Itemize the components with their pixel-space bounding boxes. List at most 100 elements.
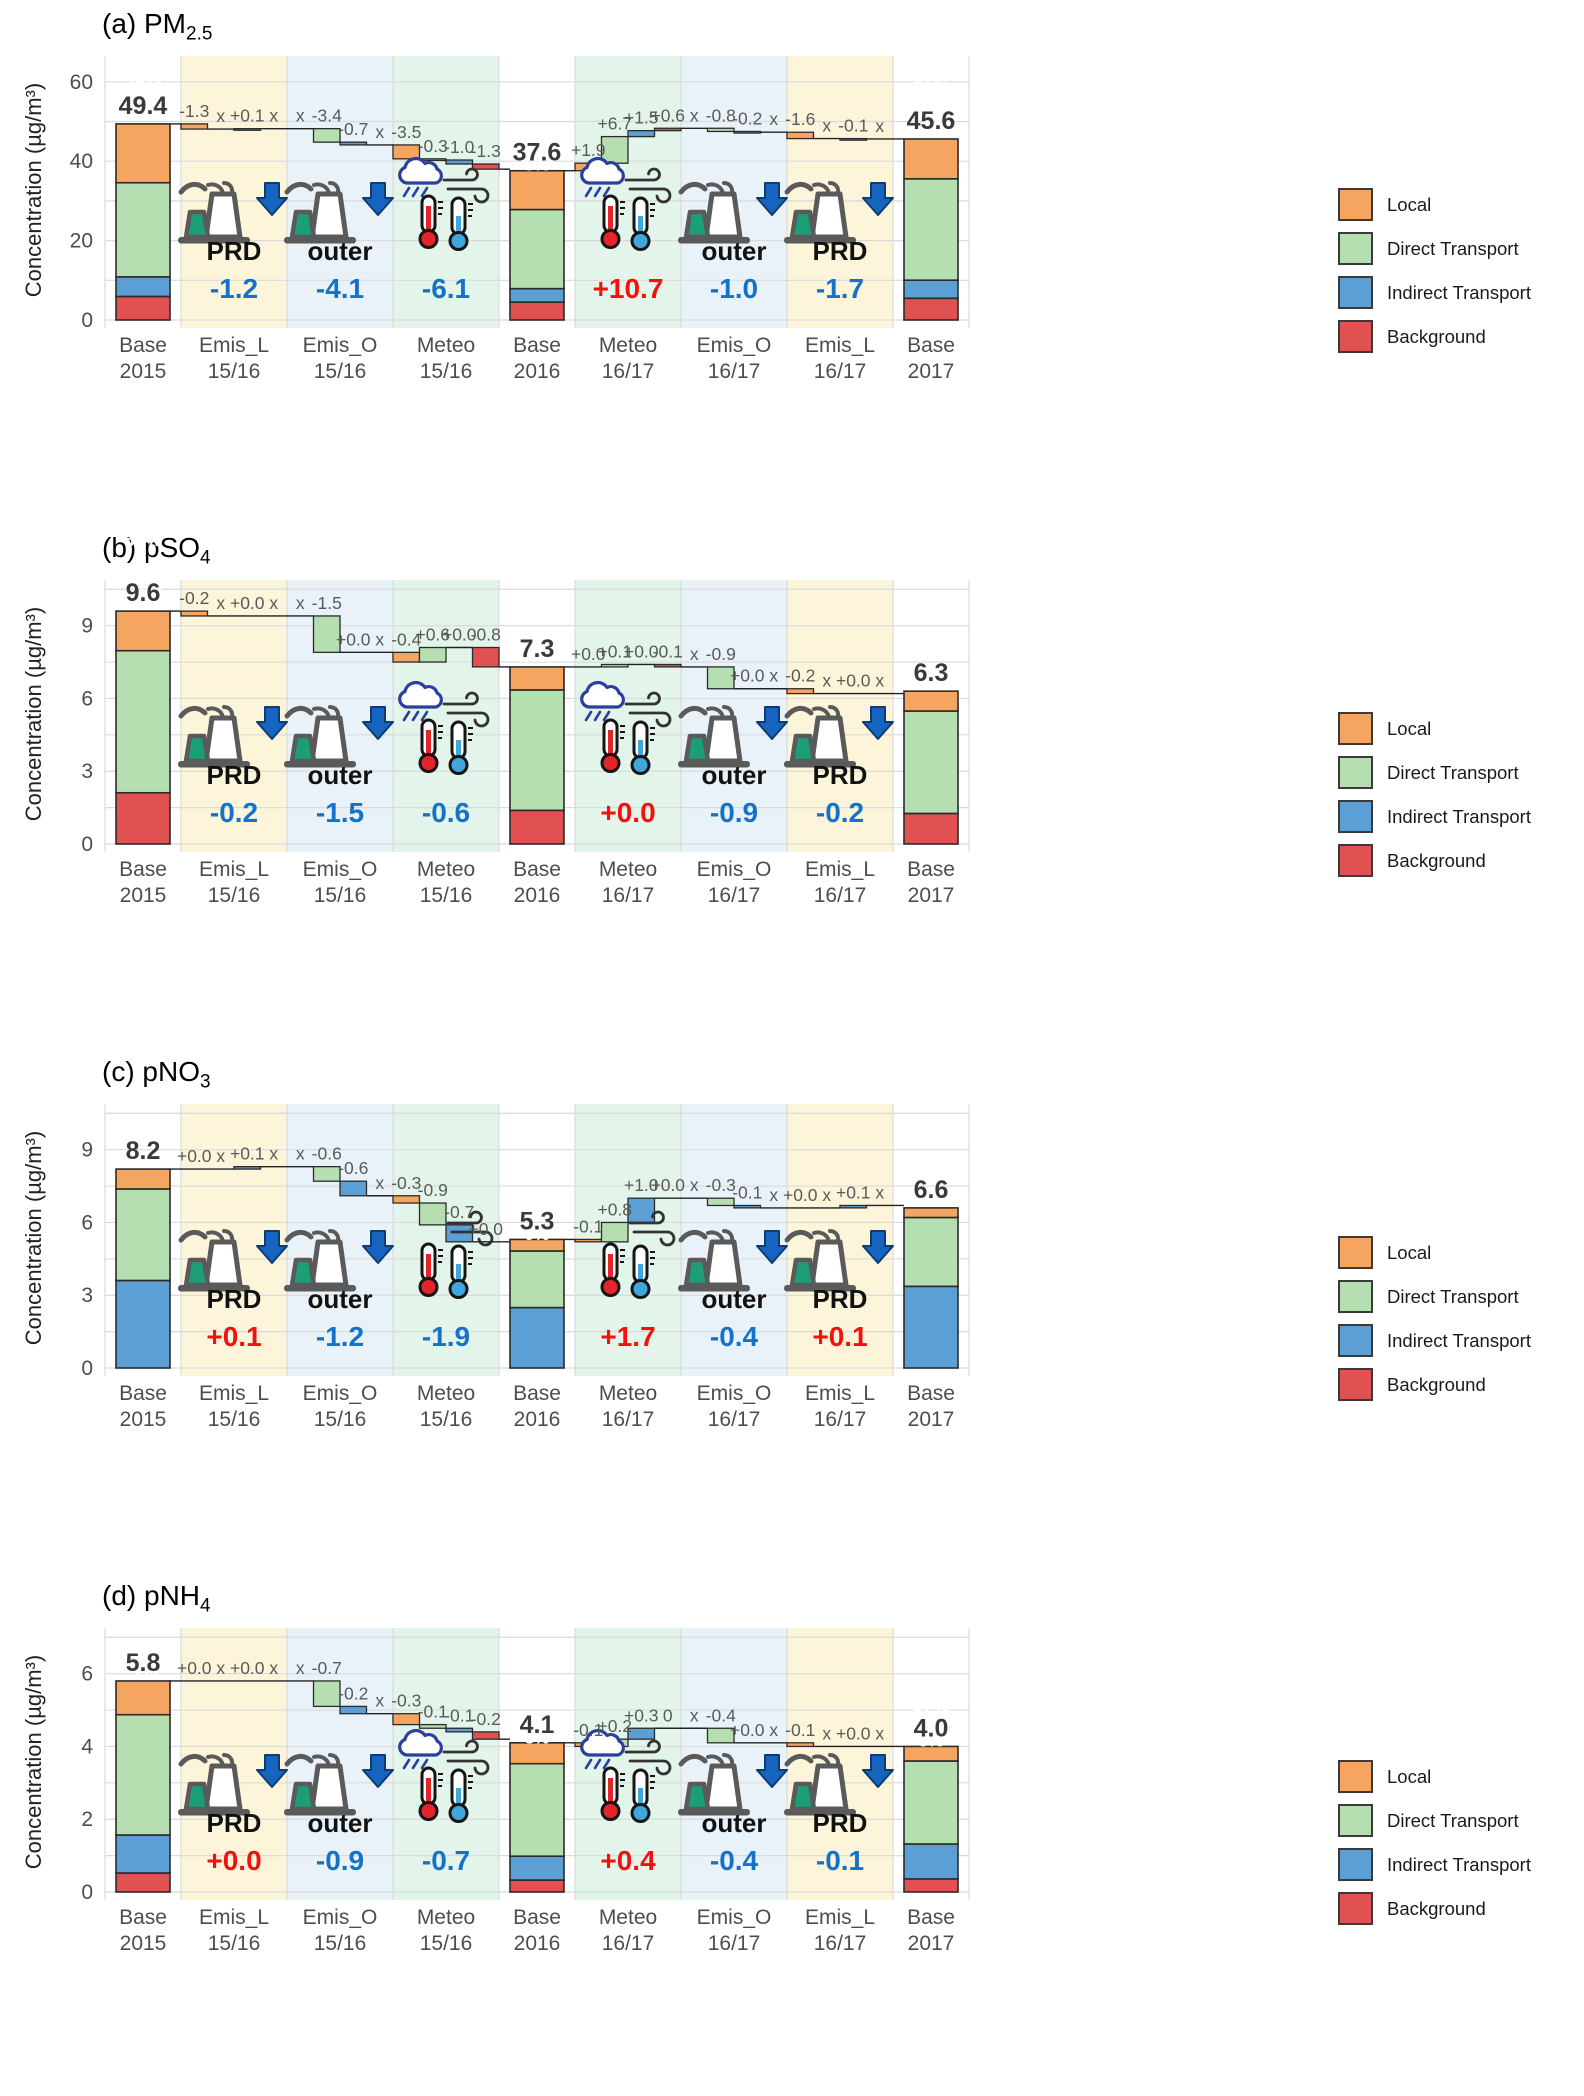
waterfall-step-direct bbox=[418, 646, 447, 663]
percent-label: 12% bbox=[518, 152, 556, 173]
site-label: outer bbox=[702, 1808, 767, 1838]
group-total-label: -1.5 bbox=[316, 797, 364, 828]
x-axis-label: 15/16 bbox=[420, 1408, 473, 1431]
base-bar-segment-local bbox=[509, 169, 565, 211]
legend-label: Direct Transport bbox=[1387, 237, 1519, 259]
percent-label: 62% bbox=[518, 1687, 556, 1708]
x-axis-label: Base bbox=[907, 1906, 955, 1929]
step-annotation: x bbox=[216, 1146, 225, 1166]
base-bar-segment-direct bbox=[115, 181, 171, 278]
panel-title: (d) pNH4 bbox=[102, 1580, 211, 1618]
x-axis-label: 15/16 bbox=[314, 1932, 367, 1955]
percent-label: 16% bbox=[124, 1655, 162, 1676]
y-axis-tick: 9 bbox=[81, 615, 93, 638]
step-annotation: -0.9 bbox=[418, 1180, 448, 1200]
group-total-label: -0.6 bbox=[422, 797, 470, 828]
step-annotation: +0.0 bbox=[177, 1146, 212, 1166]
group-total-label: -1.2 bbox=[210, 273, 258, 304]
group-total-label: -1.7 bbox=[816, 273, 864, 304]
waterfall-step-background bbox=[471, 646, 500, 668]
base-total-label: 6.3 bbox=[914, 659, 949, 687]
base-bar-segment-background bbox=[115, 295, 171, 321]
step-annotation: 0 bbox=[663, 1705, 673, 1725]
group-total-label: +1.7 bbox=[600, 1321, 655, 1352]
legend-label: Direct Transport bbox=[1387, 761, 1519, 783]
percent-label: 30% bbox=[124, 85, 162, 106]
x-axis-label: Base bbox=[513, 334, 561, 357]
percent-label: 61% bbox=[124, 531, 162, 552]
percent-label: 43% bbox=[912, 1164, 950, 1185]
waterfall-step-indirect bbox=[445, 159, 474, 165]
base-bar-segment-indirect bbox=[115, 276, 171, 298]
step-annotation: -0.3 bbox=[706, 1175, 736, 1195]
x-axis-label: 2017 bbox=[908, 1932, 955, 1955]
x-axis-label: Emis_O bbox=[697, 334, 772, 357]
percent-label: 44% bbox=[124, 1116, 162, 1137]
base-bar-segment-direct bbox=[903, 710, 959, 815]
step-annotation: +0.8 bbox=[597, 1199, 632, 1219]
waterfall-step-direct bbox=[600, 663, 629, 668]
waterfall-step-direct bbox=[706, 127, 735, 133]
step-annotation: -0.2 bbox=[732, 108, 762, 128]
base-total-label: 7.3 bbox=[520, 635, 555, 663]
legend-item-local: Local bbox=[1338, 188, 1531, 221]
step-annotation: x bbox=[769, 109, 778, 129]
legend-item-local: Local bbox=[1338, 712, 1531, 745]
y-axis-tick: 3 bbox=[81, 1284, 93, 1307]
x-axis-label: 16/17 bbox=[602, 360, 655, 383]
site-label: PRD bbox=[207, 1284, 262, 1314]
percent-label: 68% bbox=[518, 597, 556, 618]
legend-item-direct: Direct Transport bbox=[1338, 1804, 1531, 1837]
step-annotation: -0.1 bbox=[732, 1182, 762, 1202]
x-axis-label: 15/16 bbox=[314, 360, 367, 383]
x-axis-label: Base bbox=[119, 1906, 167, 1929]
waterfall-step-direct bbox=[312, 1680, 341, 1708]
waterfall-step-local bbox=[786, 1742, 815, 1748]
panel-title-text: (d) pNH bbox=[102, 1580, 201, 1611]
base-total-label: 9.6 bbox=[126, 579, 161, 607]
base-bar-segment-direct bbox=[903, 1216, 959, 1288]
site-label: PRD bbox=[813, 1808, 868, 1838]
waterfall-step-local bbox=[786, 688, 815, 695]
percent-label: 16% bbox=[518, 1721, 556, 1742]
x-axis-label: 15/16 bbox=[420, 1932, 473, 1955]
waterfall-step-local bbox=[392, 144, 421, 160]
percent-label: 19% bbox=[518, 641, 556, 662]
x-axis-label: Emis_L bbox=[805, 1906, 875, 1929]
step-annotation: -0.1 bbox=[838, 116, 868, 136]
step-annotation: x bbox=[375, 122, 384, 142]
base-bar-segment-background bbox=[903, 812, 959, 845]
y-axis-tick: 0 bbox=[81, 833, 93, 856]
group-total-label: +0.1 bbox=[206, 1321, 261, 1352]
group-total-label: -0.4 bbox=[710, 1845, 759, 1876]
x-axis-label: 16/17 bbox=[602, 1932, 655, 1955]
waterfall-step-indirect bbox=[339, 141, 368, 146]
step-annotation: x bbox=[690, 1705, 699, 1725]
base-bar-segment-indirect bbox=[903, 1285, 959, 1369]
x-axis-label: Emis_O bbox=[303, 1382, 378, 1405]
step-annotation: -3.5 bbox=[391, 122, 421, 142]
x-axis-label: Base bbox=[513, 858, 561, 881]
x-axis-label: 15/16 bbox=[314, 884, 367, 907]
step-annotation: -1.5 bbox=[312, 593, 342, 613]
step-annotation: -3.4 bbox=[312, 106, 342, 126]
step-annotation: x bbox=[822, 671, 831, 691]
percent-label: 18% bbox=[124, 1652, 162, 1673]
group-total-label: -0.9 bbox=[710, 797, 758, 828]
base-bar-segment-background bbox=[509, 1879, 565, 1893]
y-axis-tick: 6 bbox=[81, 1211, 93, 1234]
y-axis-tick: 6 bbox=[81, 1663, 93, 1686]
x-axis-label: 2017 bbox=[908, 884, 955, 907]
step-annotation: -0.2 bbox=[471, 1709, 501, 1729]
step-annotation: +0.0 bbox=[836, 1723, 871, 1743]
panel-c-pno3: (c) pNO3 Concentration (µg/m³) 0 3 6 9 44% 46… bbox=[0, 1048, 1584, 1572]
step-annotation: -1.6 bbox=[785, 109, 815, 129]
y-axis-tick: 6 bbox=[81, 687, 93, 710]
waterfall-step-background bbox=[653, 663, 682, 668]
x-axis-label: Meteo bbox=[417, 334, 475, 357]
base-bar-segment-local bbox=[115, 1168, 171, 1190]
percent-label: 22% bbox=[124, 576, 162, 597]
y-axis-tick: 4 bbox=[81, 1735, 93, 1758]
